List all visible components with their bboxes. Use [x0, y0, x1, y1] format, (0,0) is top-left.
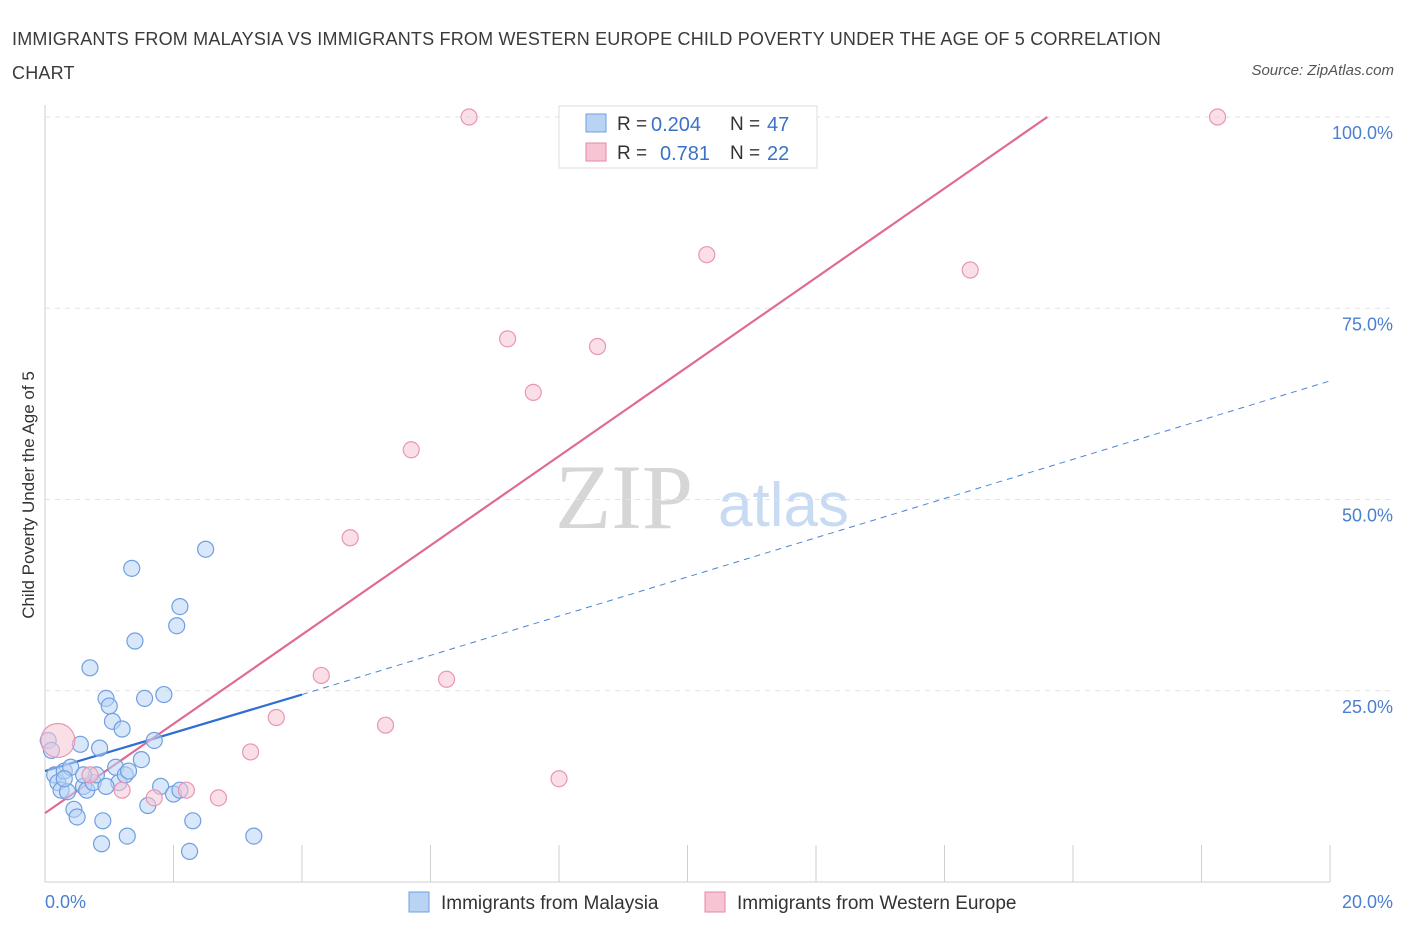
point-western-europe — [113, 781, 131, 799]
point-malaysia — [123, 559, 141, 577]
stats-box: R = 0.204 N = 47 R = 0.781 N = 22 — [558, 105, 818, 169]
point-malaysia — [92, 835, 111, 853]
point-western-europe — [402, 441, 420, 459]
watermark-atlas: atlas — [718, 471, 849, 540]
point-malaysia — [145, 731, 163, 750]
point-western-europe — [961, 261, 979, 279]
point-malaysia — [155, 685, 173, 704]
point-malaysia — [119, 762, 138, 780]
point-malaysia — [94, 812, 112, 830]
point-malaysia — [91, 739, 109, 757]
point-malaysia — [197, 540, 215, 558]
point-western-europe — [698, 246, 716, 264]
legend-swatch-western-europe — [704, 891, 726, 913]
point-western-europe — [177, 781, 195, 799]
legend-swatch-malaysia — [408, 891, 430, 913]
point-malaysia — [245, 827, 263, 845]
stats-r-value-malaysia: 0.204 — [651, 114, 701, 136]
point-western-europe — [1208, 108, 1227, 126]
point-western-europe — [209, 789, 228, 807]
point-western-europe — [242, 743, 260, 761]
y-axis-title: Child Poverty Under the Age of 5 — [19, 371, 38, 619]
point-malaysia — [55, 770, 73, 788]
point-malaysia — [132, 750, 150, 769]
point-western-europe — [81, 766, 99, 784]
x-tick-labels: 0.0% 20.0% — [45, 892, 1393, 912]
point-western-europe — [341, 529, 359, 547]
x-tick-label: 20.0% — [1342, 892, 1393, 912]
point-malaysia — [168, 617, 186, 635]
point-western-europe — [312, 666, 330, 685]
legend: Immigrants from Malaysia Immigrants from… — [408, 891, 1016, 914]
stats-swatch-malaysia — [585, 113, 607, 133]
y-tick-label: 25.0% — [1342, 697, 1393, 717]
point-malaysia — [171, 597, 189, 616]
stats-n-label-malaysia: N = — [730, 114, 760, 135]
legend-label-malaysia: Immigrants from Malaysia — [441, 893, 659, 914]
point-malaysia — [180, 842, 199, 861]
stats-n-label-western-europe: N = — [730, 143, 760, 164]
gridlines — [45, 116, 1395, 692]
point-western-europe — [267, 708, 285, 727]
point-malaysia — [100, 697, 118, 715]
trend-line-malaysia-extrapolated — [301, 380, 1331, 696]
legend-label-western-europe: Immigrants from Western Europe — [737, 893, 1016, 914]
trend-lines — [44, 116, 1331, 815]
y-tick-label: 75.0% — [1342, 314, 1393, 334]
y-tick-labels: 25.0% 50.0% 75.0% 100.0% — [1332, 123, 1393, 717]
point-malaysia — [113, 720, 131, 738]
chart-title: IMMIGRANTS FROM MALAYSIA VS IMMIGRANTS F… — [12, 29, 1162, 83]
point-western-europe — [145, 789, 163, 807]
point-malaysia — [135, 689, 154, 708]
stats-swatch-western-europe — [585, 142, 607, 162]
point-western-europe — [460, 108, 478, 126]
point-malaysia — [126, 632, 144, 650]
point-malaysia — [97, 777, 115, 795]
point-western-europe — [588, 337, 607, 356]
stats-r-label-malaysia: R = — [617, 114, 647, 135]
point-western-europe — [499, 330, 517, 348]
point-western-europe — [437, 670, 456, 688]
point-western-europe — [40, 722, 76, 759]
stats-r-value-western-europe: 0.781 — [660, 143, 710, 165]
point-western-europe — [524, 383, 542, 401]
trend-line-western-europe — [44, 116, 1048, 815]
point-malaysia — [81, 659, 99, 677]
x-tick-label: 0.0% — [45, 892, 86, 912]
stats-r-label-western-europe: R = — [617, 143, 647, 164]
stats-n-value-western-europe: 22 — [767, 143, 789, 165]
point-malaysia — [184, 812, 202, 830]
trend-line-malaysia — [44, 693, 303, 773]
y-tick-label: 100.0% — [1332, 123, 1393, 143]
point-western-europe — [550, 770, 568, 788]
point-malaysia — [118, 827, 136, 845]
watermark-zip: ZIP — [555, 446, 693, 548]
y-tick-label: 50.0% — [1342, 506, 1393, 526]
source-label: Source: ZipAtlas.com — [1251, 62, 1394, 79]
point-malaysia — [68, 808, 86, 826]
point-western-europe — [376, 716, 395, 734]
stats-n-value-malaysia: 47 — [767, 114, 789, 136]
